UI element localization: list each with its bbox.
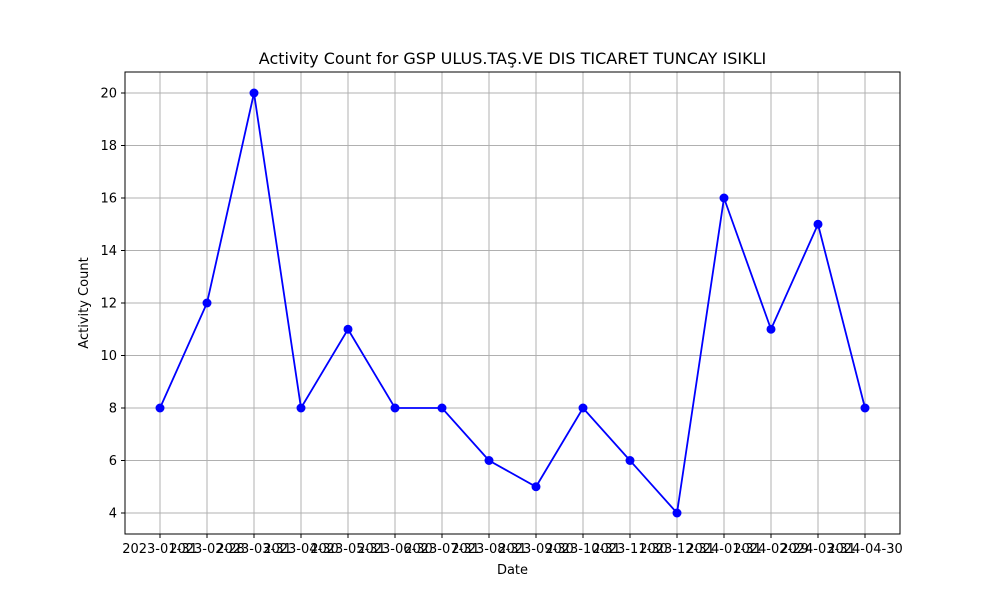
y-tick-label: 4 — [109, 507, 117, 522]
data-point — [296, 403, 306, 413]
x-tick-label: 2023-05-31 — [310, 542, 386, 557]
data-point — [672, 508, 682, 518]
grid — [125, 72, 900, 534]
y-tick-label: 14 — [100, 244, 117, 259]
x-tick-label: 2023-07-31 — [404, 542, 480, 557]
y-tick-label: 8 — [109, 402, 117, 417]
data-point — [155, 403, 165, 413]
y-tick-label: 6 — [109, 454, 117, 469]
y-tick-label: 12 — [100, 297, 117, 312]
x-tick-label: 2023-08-31 — [451, 542, 527, 557]
chart-title: Activity Count for GSP ULUS.TAŞ.VE DIS T… — [259, 49, 766, 68]
data-point — [531, 482, 541, 492]
x-tick-label: 2023-09-30 — [498, 542, 574, 557]
x-tick-label: 2023-01-31 — [122, 542, 198, 557]
x-tick-label: 2024-04-30 — [827, 542, 903, 557]
x-tick-label: 2023-11-30 — [592, 542, 668, 557]
x-tick-label: 2023-03-31 — [216, 542, 292, 557]
y-tick-label: 18 — [100, 139, 117, 154]
x-tick-label: 2023-10-31 — [545, 542, 621, 557]
x-tick-label: 2023-12-31 — [639, 542, 715, 557]
data-point — [813, 219, 823, 229]
data-point — [343, 324, 353, 334]
series-layer — [155, 88, 870, 518]
y-tick-label: 10 — [100, 349, 117, 364]
x-tick-label: 2024-03-31 — [780, 542, 856, 557]
data-point — [249, 88, 259, 98]
data-point — [202, 298, 212, 308]
data-point — [437, 403, 447, 413]
data-point — [625, 456, 635, 465]
data-point — [860, 403, 870, 413]
data-point — [578, 403, 588, 413]
y-axis-label: Activity Count — [77, 257, 92, 348]
x-tick-label: 2024-01-31 — [686, 542, 762, 557]
data-point — [484, 456, 494, 465]
axis-ticks: 4681012141618202023-01-312023-02-282023-… — [100, 87, 902, 558]
data-point — [390, 403, 400, 413]
data-point — [719, 193, 729, 203]
x-tick-label: 2023-02-28 — [169, 542, 245, 557]
y-tick-label: 20 — [100, 87, 117, 102]
x-tick-label: 2023-06-30 — [357, 542, 433, 557]
y-tick-label: 16 — [100, 192, 117, 207]
series-line — [159, 92, 866, 516]
x-tick-label: 2024-02-29 — [733, 542, 809, 557]
x-axis-label: Date — [497, 563, 528, 578]
data-point — [766, 324, 776, 334]
x-tick-label: 2023-04-30 — [263, 542, 339, 557]
